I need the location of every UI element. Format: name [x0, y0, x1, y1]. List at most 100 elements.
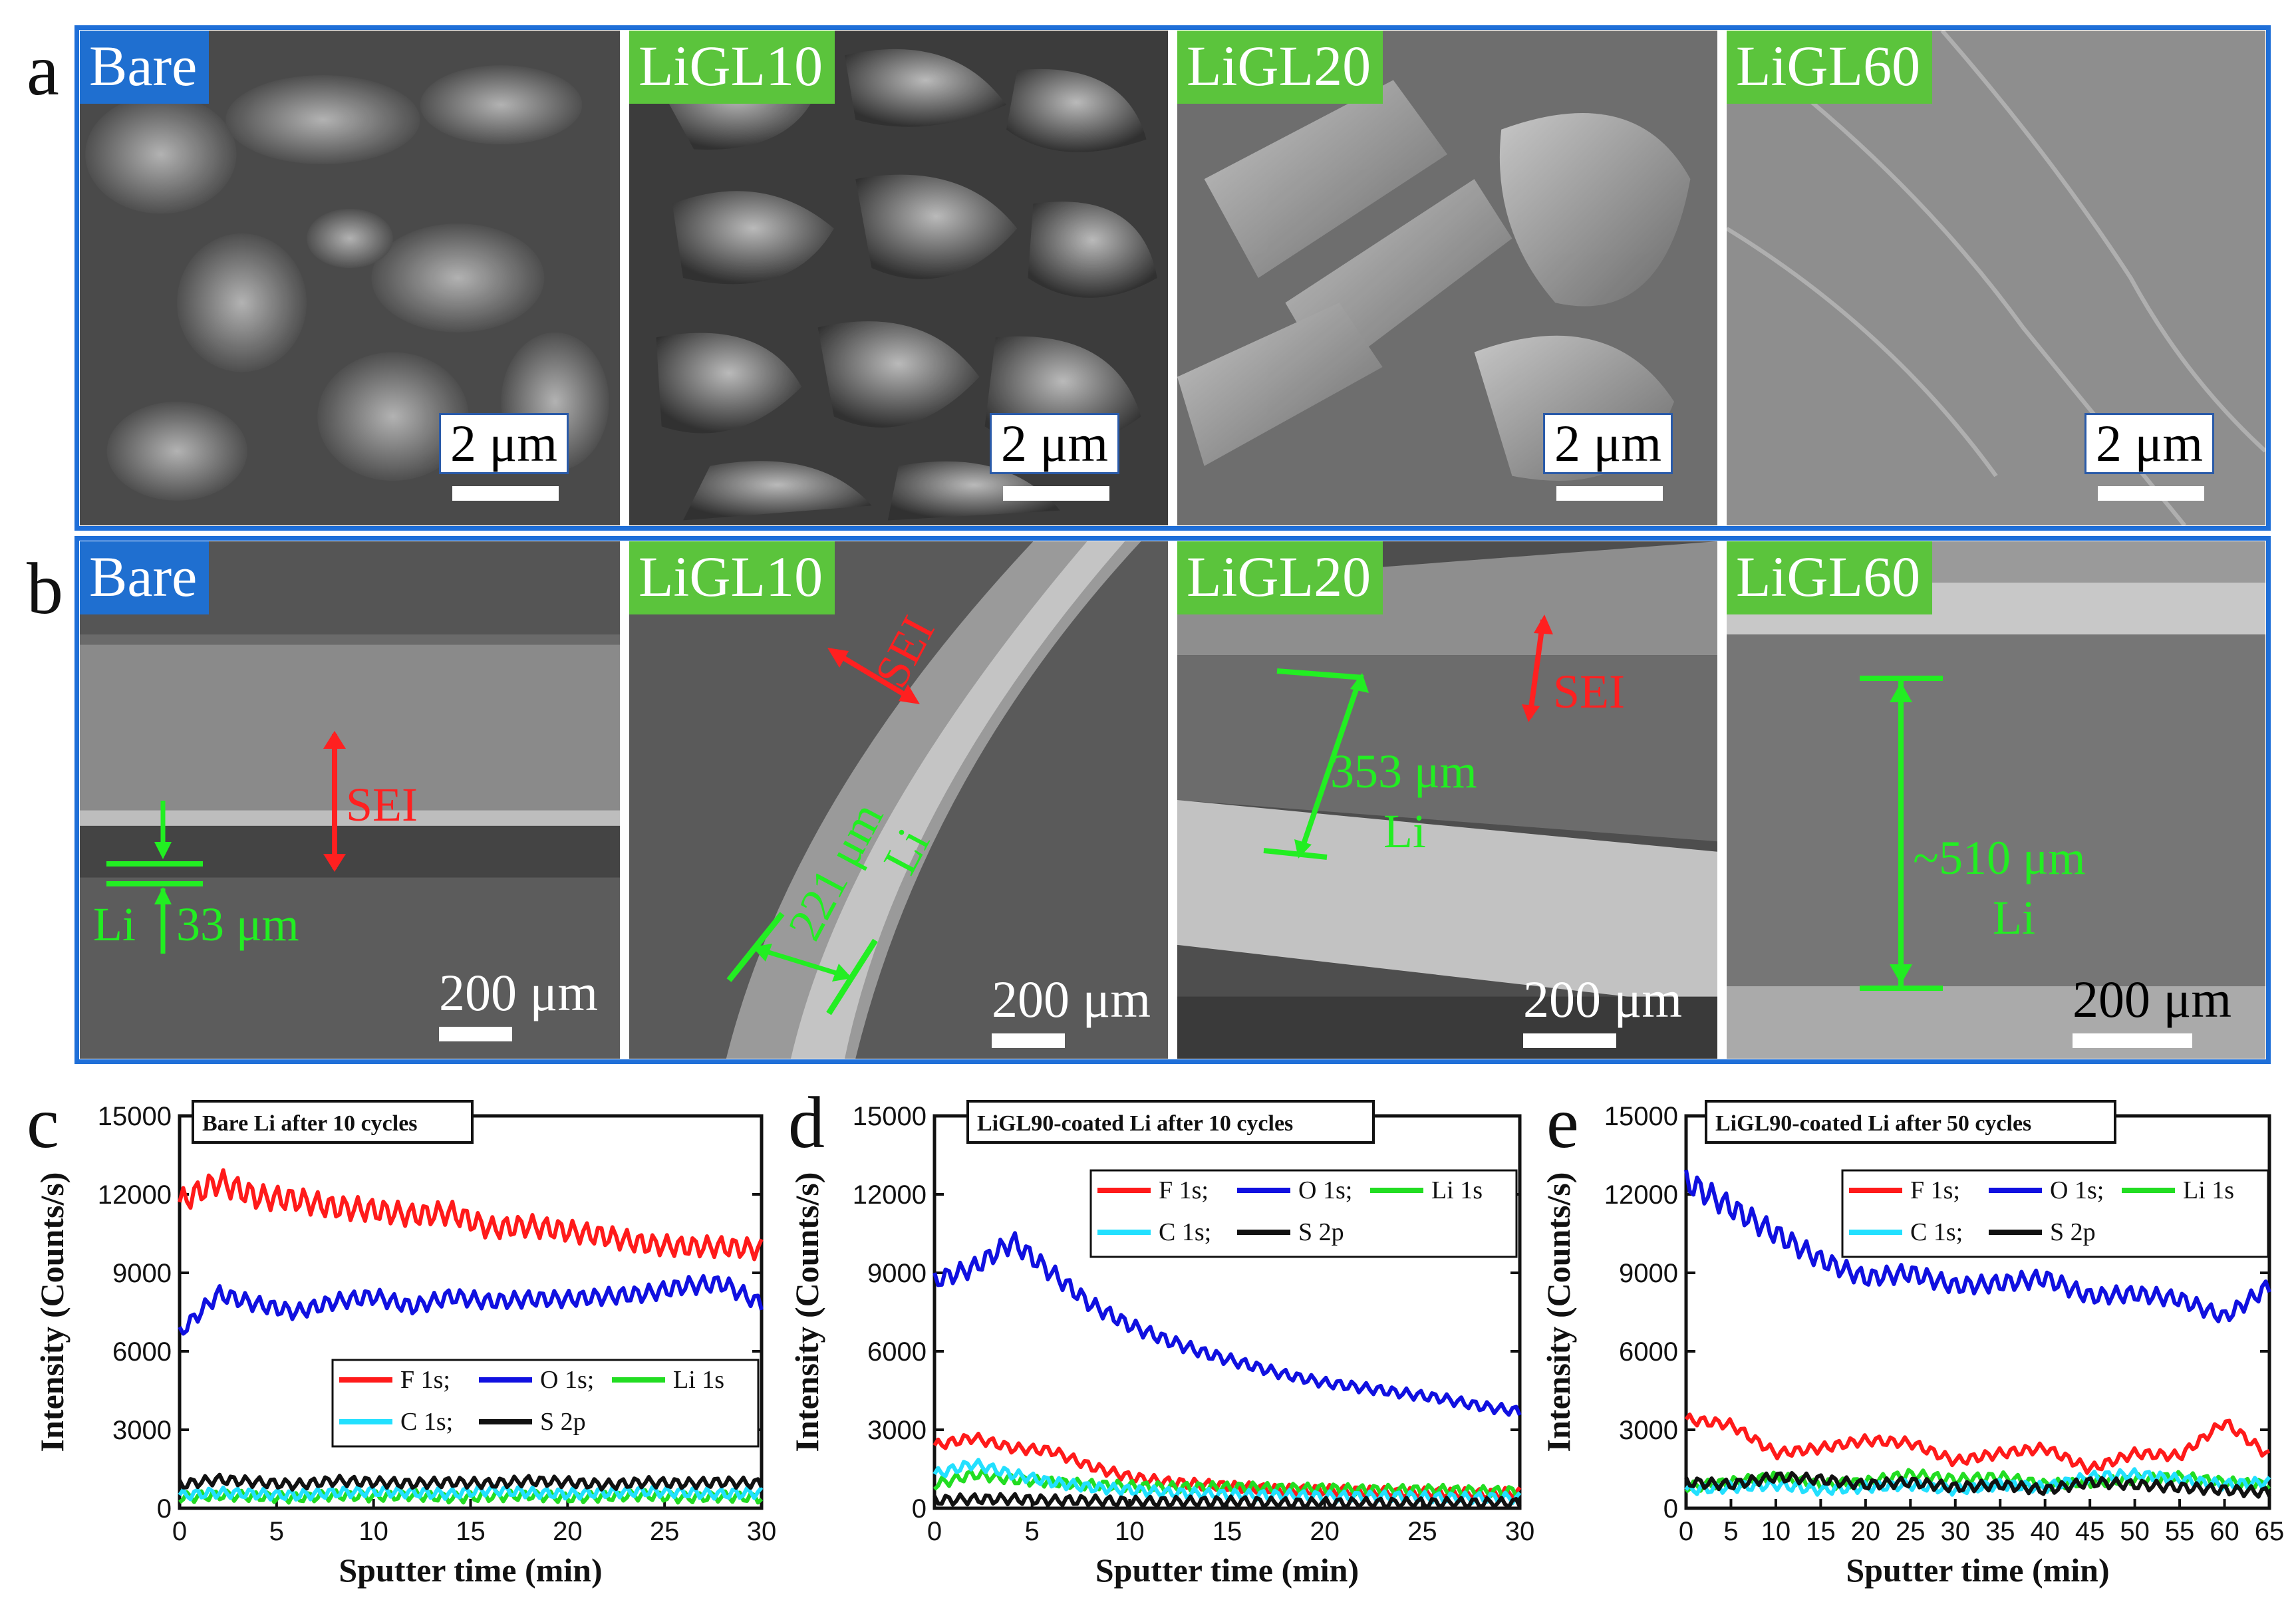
y-tick-label: 3000	[1619, 1416, 1678, 1445]
series-line-C	[178, 1482, 764, 1502]
x-tick-label: 20	[1310, 1517, 1340, 1546]
chart-e: e 0 3000 6000 9000 12000 15000 0 5 10 15 20 25 30 35 40…	[1543, 1077, 2296, 1604]
label-thickness: 353 μm	[1330, 745, 1477, 798]
chart-title-box	[192, 1100, 474, 1144]
y-tick-label: 6000	[867, 1337, 927, 1367]
y-tick-label: 15000	[1604, 1102, 1678, 1131]
y-tick-label: 0	[912, 1494, 927, 1524]
series-line-F	[933, 1431, 1522, 1501]
y-tick-label: 9000	[112, 1259, 172, 1288]
sem-tag-ligl20: LiGL20	[1177, 31, 1383, 104]
panel-letter-d: d	[788, 1082, 825, 1163]
chart-c-svg: c 0 3000 6000 9000 12000 15000 0 5 10 15 20 25 30 Sput…	[27, 1082, 777, 1589]
sem-image-a-ligl20: LiGL20 2 μm	[1177, 31, 1717, 525]
sem-image-a-ligl60: LiGL60 2 μm	[1727, 31, 2265, 525]
x-tick-label: 10	[1115, 1517, 1145, 1546]
x-tick-label: 15	[456, 1517, 486, 1546]
series-line-S	[933, 1492, 1522, 1509]
y-tick-label: 0	[157, 1494, 172, 1524]
x-tick-label: 45	[2075, 1517, 2105, 1546]
scale-label: 2 μm	[2084, 413, 2214, 474]
series-line-S	[1684, 1471, 2271, 1499]
x-tick-label: 5	[269, 1517, 284, 1546]
x-tick-label: 55	[2165, 1517, 2195, 1546]
legend-label-C: C 1s;	[400, 1408, 453, 1436]
x-tick-label: 25	[650, 1517, 680, 1546]
x-tick-label: 30	[1941, 1517, 1971, 1546]
legend-box	[1841, 1169, 2269, 1258]
scale-label: 2 μm	[1543, 413, 1673, 474]
label-li: Li	[93, 898, 136, 951]
legend-label-S: S 2p	[2050, 1218, 2096, 1246]
y-tick-label: 0	[1663, 1494, 1678, 1524]
scale-bar: 200 μm	[439, 967, 598, 1041]
series-line-O	[1684, 1169, 2271, 1323]
scale-label: 200 μm	[439, 964, 598, 1021]
x-tick-label: 25	[1407, 1517, 1437, 1546]
sem-image-b-ligl60: LiGL60 ~510 μm Li 200 μm	[1727, 541, 2265, 1059]
sem-tag-ligl60: LiGL60	[1727, 31, 1933, 104]
legend-label-Li: Li 1s	[673, 1366, 724, 1394]
x-axis-title: Sputter time (min)	[1846, 1551, 2109, 1589]
label-thickness: 33 μm	[176, 898, 299, 951]
x-tick-label: 25	[1896, 1517, 1926, 1546]
chart-d: d 0 3000 6000 9000 12000 15000 0 5 10 15 20 25 30 Sput…	[785, 1077, 1543, 1604]
series-line-F	[1684, 1412, 2271, 1475]
y-tick-label: 9000	[867, 1259, 927, 1288]
series-line-S	[178, 1472, 764, 1492]
sem-overlay	[106, 731, 346, 954]
series-line-O	[933, 1231, 1522, 1417]
y-axis-title: Intensity (Counts/s)	[788, 1172, 825, 1452]
x-axis-title: Sputter time (min)	[339, 1551, 602, 1589]
label-thickness: ~510 μm	[1913, 831, 2086, 884]
series-line-F	[178, 1168, 764, 1262]
y-tick-label: 6000	[1619, 1337, 1678, 1367]
x-tick-label: 30	[1505, 1517, 1535, 1546]
scale-label: 200 μm	[992, 970, 1151, 1028]
panel-letter-e: e	[1546, 1082, 1579, 1163]
y-tick-label: 15000	[853, 1102, 927, 1131]
x-tick-label: 10	[359, 1517, 388, 1546]
legend-label-F: F 1s;	[1159, 1176, 1209, 1204]
scale-bar: 2 μm	[990, 413, 1119, 501]
x-tick-label: 65	[2255, 1517, 2285, 1546]
y-tick-label: 3000	[867, 1416, 927, 1445]
legend-label-Li: Li 1s	[2183, 1176, 2234, 1204]
legend-label-F: F 1s;	[1910, 1176, 1960, 1204]
x-axis-title: Sputter time (min)	[1095, 1551, 1359, 1589]
chart-title-box	[966, 1100, 1375, 1144]
sem-image-b-bare: Bare SEI Li 33 μm 200 μm	[80, 541, 620, 1059]
sem-tag-ligl60: LiGL60	[1727, 541, 1933, 614]
scale-bar: 200 μm	[992, 974, 1151, 1048]
legend-label-O: O 1s;	[1298, 1176, 1352, 1204]
x-tick-label: 5	[1723, 1517, 1738, 1546]
x-tick-label: 15	[1806, 1517, 1836, 1546]
label-sei: SEI	[346, 778, 418, 831]
x-tick-label: 60	[2210, 1517, 2239, 1546]
sem-tag-bare: Bare	[80, 31, 210, 104]
chart-e-svg: e 0 3000 6000 9000 12000 15000 0 5 10 15 20 25 30 35 40…	[1543, 1082, 2285, 1589]
x-tick-label: 40	[2030, 1517, 2060, 1546]
panel-letter-c: c	[27, 1082, 59, 1163]
y-axis-title: Intensity (Counts/s)	[1543, 1172, 1577, 1452]
label-li: Li	[1383, 805, 1426, 858]
chart-title-box	[1705, 1100, 2116, 1144]
legend-label-Li: Li 1s	[1431, 1176, 1483, 1204]
x-tick-label: 0	[927, 1517, 942, 1546]
legend-label-S: S 2p	[1298, 1218, 1344, 1246]
chart-title: LiGL90-coated Li after 10 cycles	[977, 1111, 1293, 1136]
sem-tag-ligl10: LiGL10	[629, 541, 835, 614]
sem-tag-bare: Bare	[80, 541, 210, 614]
scale-label: 200 μm	[2073, 970, 2231, 1028]
legend-label-O: O 1s;	[2050, 1176, 2104, 1204]
x-tick-label: 0	[1679, 1517, 1693, 1546]
sem-image-a-ligl10: LiGL10 2 μm	[629, 31, 1168, 525]
scale-bar: 200 μm	[1523, 974, 1682, 1048]
x-tick-label: 30	[747, 1517, 777, 1546]
y-tick-label: 9000	[1619, 1259, 1678, 1288]
y-tick-label: 12000	[1604, 1180, 1678, 1210]
y-tick-label: 6000	[112, 1337, 172, 1367]
sem-image-b-ligl10: LiGL10 SEI 221 μm Li 200 μm	[629, 541, 1168, 1059]
y-tick-label: 12000	[98, 1180, 172, 1210]
x-tick-label: 35	[1985, 1517, 2015, 1546]
